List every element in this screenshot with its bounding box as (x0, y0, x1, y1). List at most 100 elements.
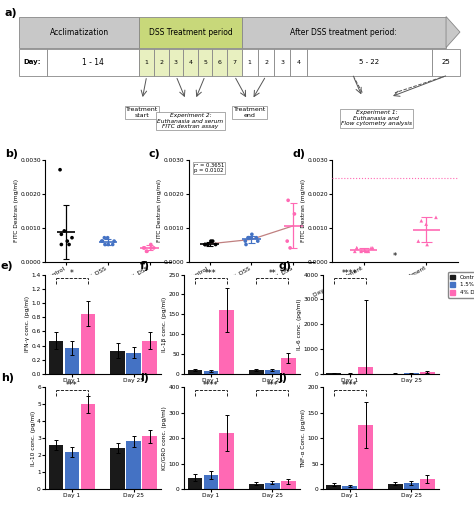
Point (254, 237, 262, 245)
FancyBboxPatch shape (139, 49, 154, 76)
Bar (126, 353, 141, 374)
Text: Experiment 1:
Euthanasia and
Flow cytometry analysis: Experiment 1: Euthanasia and Flow cytome… (341, 110, 412, 127)
Legend: Control, 1.5% DSS, 4% DSS: Control, 1.5% DSS, 4% DSS (447, 272, 474, 298)
Text: 1 - 14: 1 - 14 (82, 58, 104, 67)
Bar (327, 485, 341, 489)
Text: Treatment
end: Treatment end (234, 107, 266, 118)
FancyBboxPatch shape (307, 49, 432, 76)
Text: 4: 4 (189, 60, 192, 65)
Text: 1: 1 (145, 60, 149, 65)
Bar (110, 448, 125, 489)
Text: r² = 0.3651
p = 0.0102: r² = 0.3651 p = 0.0102 (194, 163, 224, 174)
Bar (81, 314, 95, 374)
Point (56, 166, 64, 174)
Point (147, 244, 155, 252)
Bar (64, 451, 79, 489)
Text: 3: 3 (280, 60, 284, 65)
Point (57, 241, 65, 249)
Text: 2: 2 (264, 60, 268, 65)
Point (291, 210, 298, 218)
Point (242, 241, 250, 249)
FancyBboxPatch shape (432, 49, 460, 76)
Bar (219, 433, 234, 489)
Point (140, 244, 147, 252)
Y-axis label: FITC Dextran (mg/ml): FITC Dextran (mg/ml) (301, 179, 306, 242)
Text: j): j) (279, 373, 288, 383)
FancyBboxPatch shape (274, 49, 291, 76)
Point (201, 241, 209, 249)
Bar (64, 348, 79, 374)
Point (248, 230, 255, 238)
Point (422, 220, 430, 228)
Text: Treatment
start: Treatment start (126, 107, 158, 118)
Y-axis label: IFN-γ conc. (pg/ml): IFN-γ conc. (pg/ml) (25, 296, 30, 353)
Text: 6: 6 (218, 60, 222, 65)
Text: 7: 7 (232, 60, 237, 65)
FancyBboxPatch shape (242, 49, 258, 76)
Bar (404, 483, 419, 489)
Y-axis label: TNF-α Conc. (pg/ml): TNF-α Conc. (pg/ml) (301, 408, 306, 468)
Point (418, 217, 425, 225)
Point (104, 241, 112, 249)
Text: ****: **** (342, 381, 357, 390)
FancyBboxPatch shape (227, 49, 242, 76)
Text: 1: 1 (248, 60, 252, 65)
Text: Acclimatization: Acclimatization (49, 28, 109, 37)
Point (65, 241, 73, 249)
FancyBboxPatch shape (154, 49, 169, 76)
Point (201, 241, 209, 249)
Text: DSS Treatment period: DSS Treatment period (149, 28, 232, 37)
Text: 5: 5 (203, 60, 207, 65)
Bar (358, 425, 373, 489)
Point (242, 237, 249, 245)
Point (104, 233, 111, 242)
Y-axis label: KC/GRO conc. (pg/ml): KC/GRO conc. (pg/ml) (162, 406, 167, 470)
Point (147, 241, 155, 249)
Point (367, 244, 375, 252)
FancyBboxPatch shape (212, 49, 227, 76)
Bar (265, 483, 280, 489)
Text: d): d) (292, 150, 305, 160)
Point (253, 233, 260, 242)
Bar (203, 371, 218, 374)
Text: a): a) (5, 8, 18, 18)
Text: *: * (70, 268, 74, 278)
Point (283, 237, 291, 245)
Text: After DSS treatment period:: After DSS treatment period: (291, 28, 397, 37)
Text: 5 - 22: 5 - 22 (359, 60, 380, 65)
Point (101, 241, 109, 249)
Bar (219, 310, 234, 374)
Point (207, 237, 215, 245)
Point (247, 233, 255, 242)
Point (362, 247, 369, 256)
Text: 3: 3 (174, 60, 178, 65)
Point (369, 244, 376, 252)
Text: ***: *** (267, 381, 278, 390)
Point (353, 244, 361, 252)
Bar (188, 477, 202, 489)
Point (204, 241, 212, 249)
FancyBboxPatch shape (18, 49, 46, 76)
Point (209, 237, 217, 245)
Text: 2: 2 (159, 60, 164, 65)
Polygon shape (446, 17, 460, 48)
Point (99, 237, 106, 245)
Point (141, 244, 148, 252)
Bar (281, 481, 296, 489)
Text: ****: **** (342, 268, 357, 278)
FancyBboxPatch shape (46, 49, 139, 76)
Point (100, 233, 108, 242)
Point (244, 233, 252, 242)
Text: **: ** (269, 268, 276, 278)
Bar (420, 479, 435, 489)
Point (432, 213, 440, 222)
Point (353, 244, 361, 252)
Point (109, 241, 117, 249)
FancyBboxPatch shape (18, 17, 139, 48)
Text: c): c) (148, 150, 160, 160)
Bar (265, 370, 280, 374)
FancyBboxPatch shape (258, 49, 274, 76)
FancyBboxPatch shape (242, 17, 446, 48)
Bar (420, 372, 435, 374)
Bar (49, 445, 63, 489)
